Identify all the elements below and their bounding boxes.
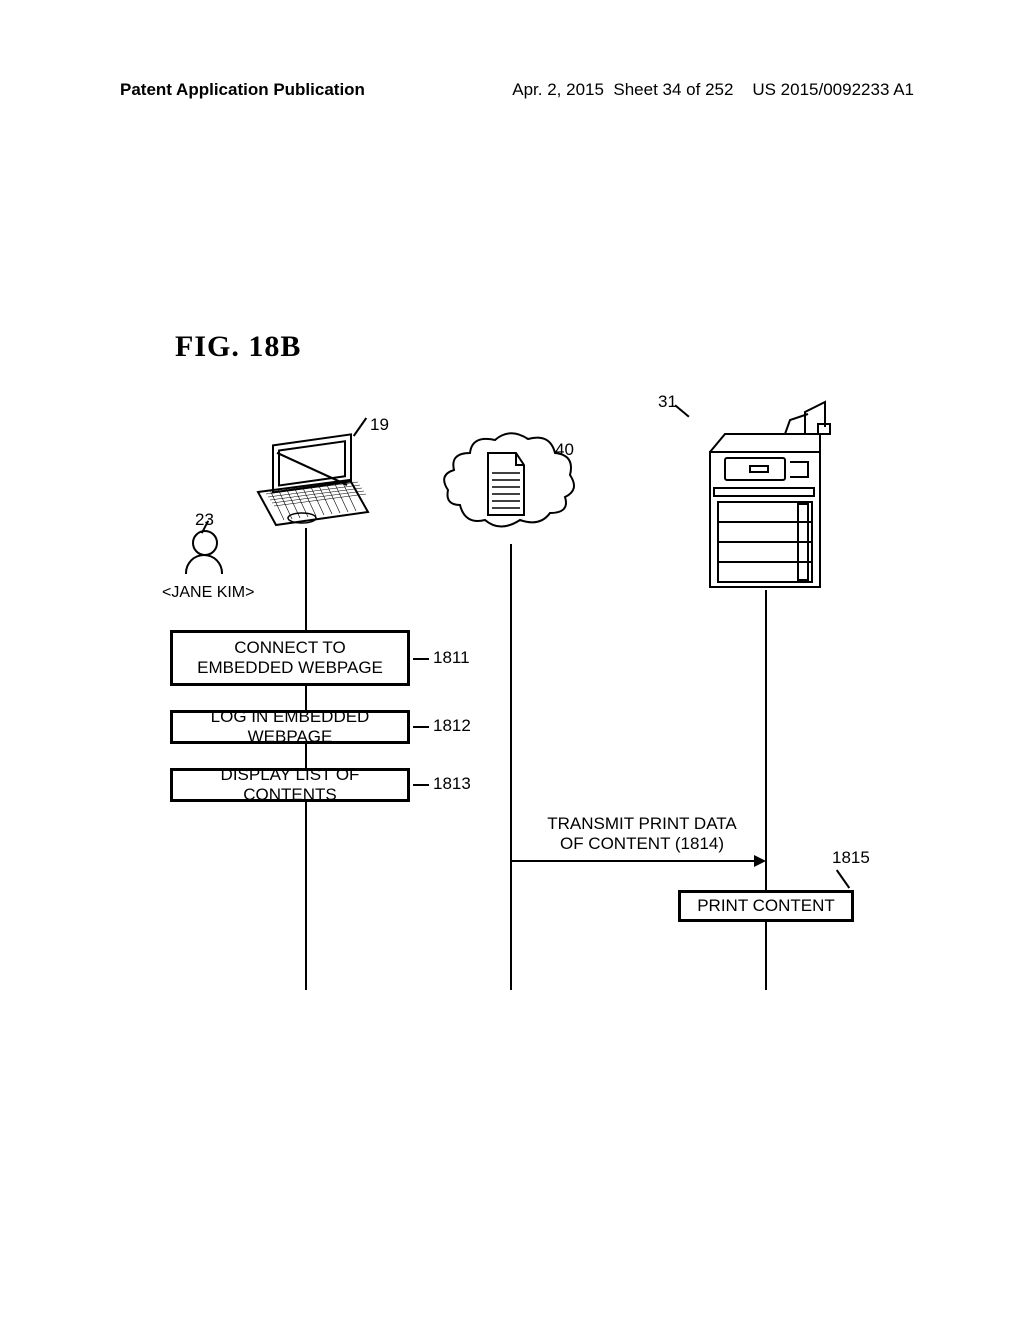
step-ref-1813: 1813 (433, 774, 471, 794)
user-icon (185, 530, 225, 580)
lifeline-connector (765, 590, 767, 606)
user-name-label: <JANE KIM> (162, 584, 254, 602)
user-ref: 23 (195, 510, 214, 530)
step-box-1813: DISPLAY LIST OF CONTENTS (170, 768, 410, 802)
step-text: DISPLAY LIST OF CONTENTS (179, 765, 401, 806)
step-ref-1811: 1811 (433, 648, 470, 668)
publication-meta: Apr. 2, 2015 Sheet 34 of 252 US 2015/009… (512, 80, 914, 100)
publication-label: Patent Application Publication (120, 80, 365, 100)
printer-ref: 31 (658, 392, 677, 412)
pub-date: Apr. 2, 2015 (512, 80, 604, 99)
step-ref-1812: 1812 (433, 716, 471, 736)
message-arrow-1814 (512, 860, 764, 862)
ref-dash (413, 658, 429, 660)
lifeline-connector (510, 544, 512, 600)
step-text-1814: TRANSMIT PRINT DATA OF CONTENT (1814) (532, 814, 752, 855)
printer-icon (690, 392, 840, 592)
figure-label: FIG. 18B (175, 330, 301, 364)
lifeline-cloud (510, 598, 512, 990)
step-box-1815: PRINT CONTENT (678, 890, 854, 922)
step-ref-1815: 1815 (832, 848, 870, 868)
lifeline-printer (765, 605, 767, 990)
ref-dash (413, 726, 429, 728)
ref-slash (834, 870, 854, 890)
sheet-number: Sheet 34 of 252 (613, 80, 733, 99)
step-box-1812: LOG IN EMBEDDED WEBPAGE (170, 710, 410, 744)
lifeline-connector (305, 528, 307, 602)
laptop-icon (240, 430, 370, 530)
sequence-diagram: 19 23 <JANE KIM> 40 (130, 380, 900, 1000)
pub-number: US 2015/0092233 A1 (752, 80, 914, 99)
laptop-ref: 19 (370, 415, 389, 435)
step-text: CONNECT TO EMBEDDED WEBPAGE (197, 638, 383, 679)
step-text: LOG IN EMBEDDED WEBPAGE (179, 707, 401, 748)
step-text: PRINT CONTENT (697, 896, 835, 916)
page-header: Patent Application Publication Apr. 2, 2… (0, 80, 1024, 100)
ref-dash (413, 784, 429, 786)
step-box-1811: CONNECT TO EMBEDDED WEBPAGE (170, 630, 410, 686)
cloud-ref: 40 (555, 440, 574, 460)
